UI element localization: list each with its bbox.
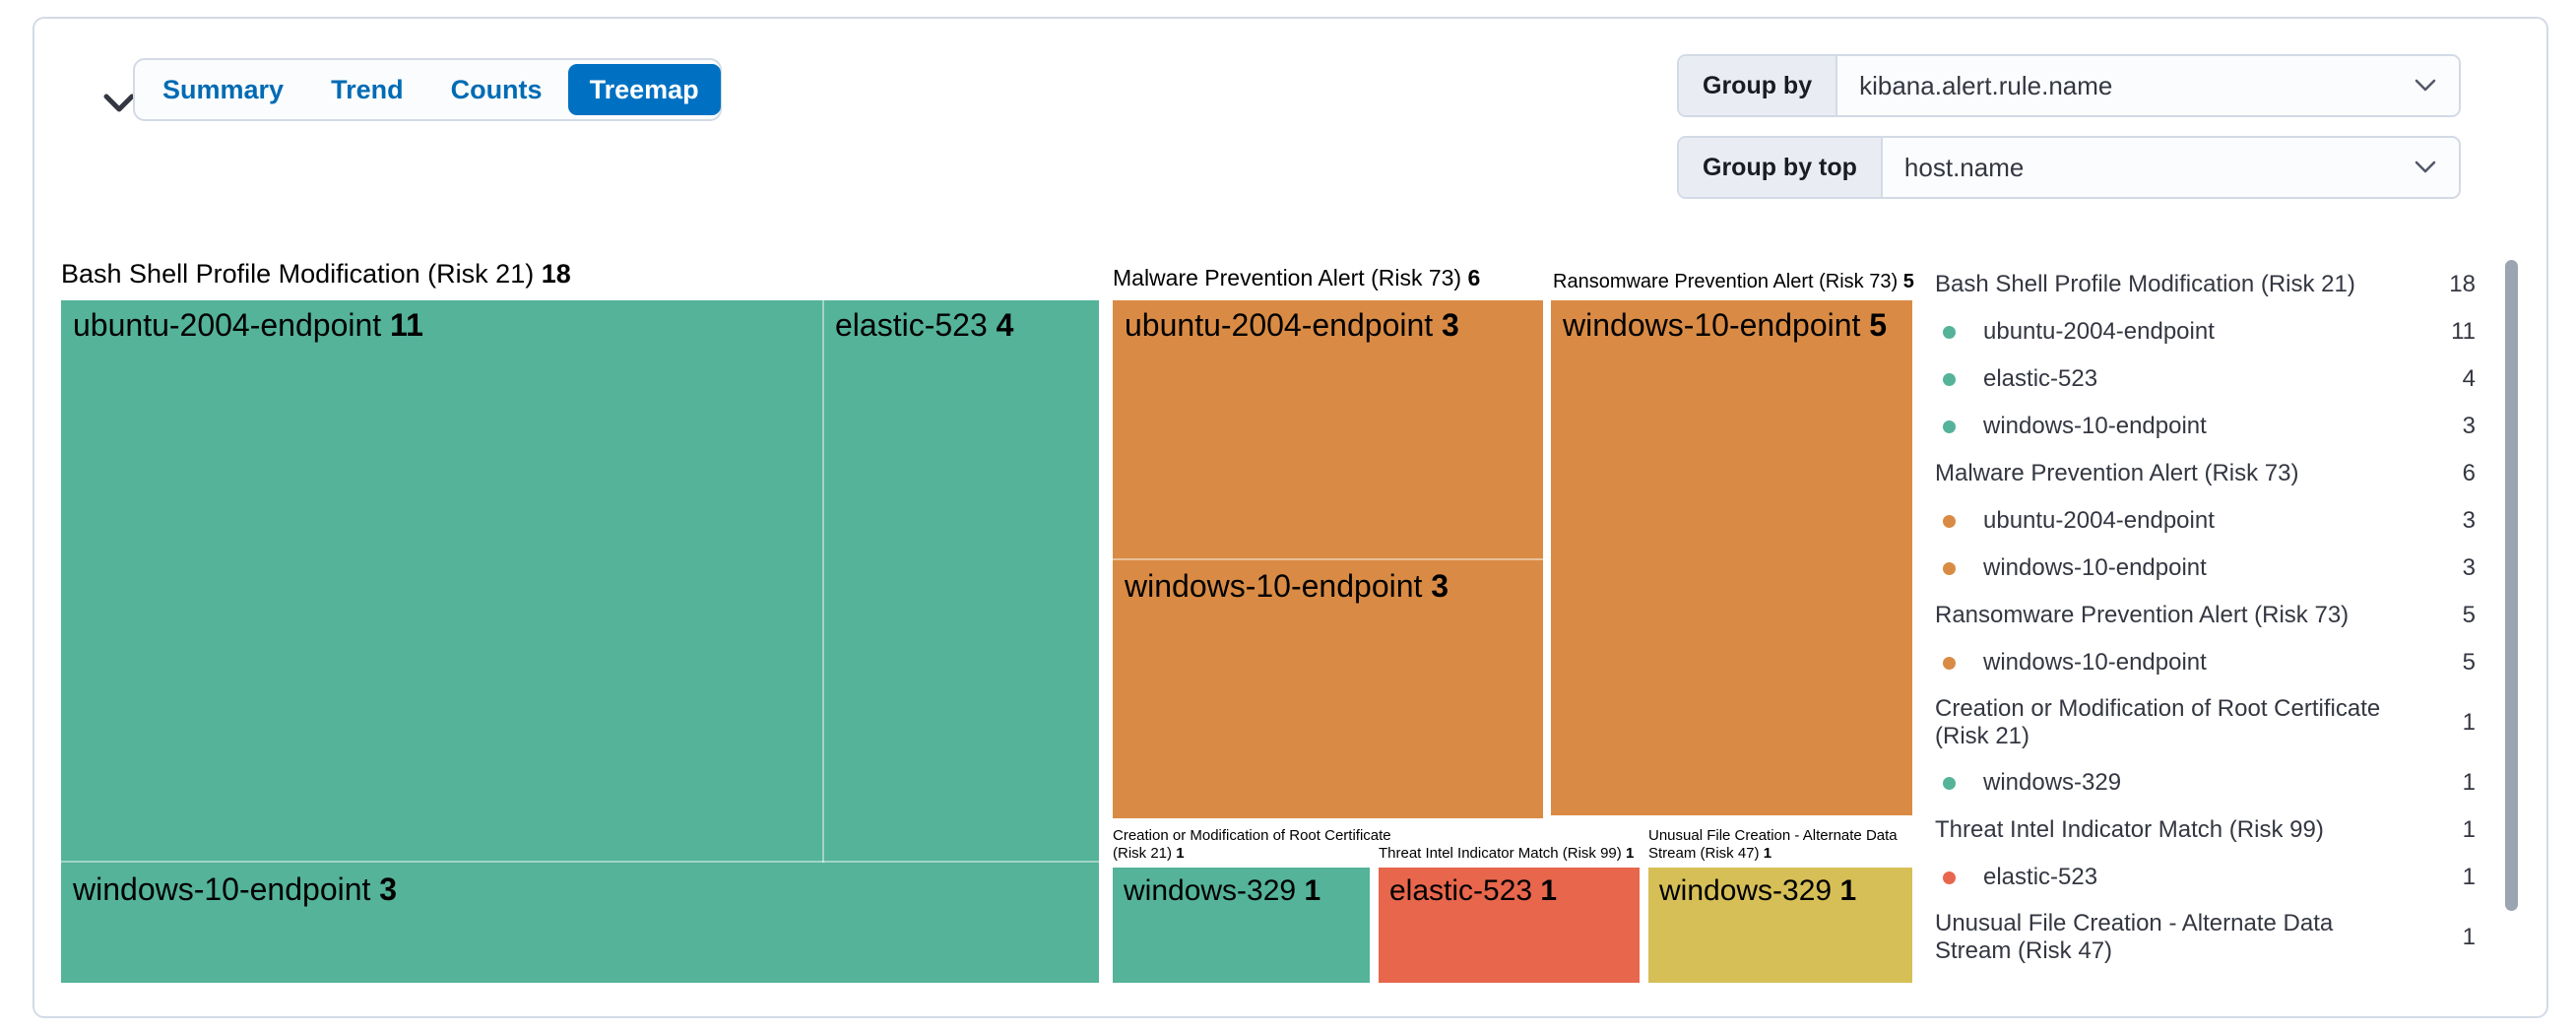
legend-item-row[interactable]: windows-329 1 <box>1935 759 2476 806</box>
legend-value: 11 <box>2451 318 2476 345</box>
group-by-top-value: host.name <box>1903 152 2025 182</box>
legend-value: 3 <box>2462 507 2476 534</box>
legend-label: windows-329 <box>1983 769 2122 796</box>
legend-item-row[interactable]: windows-10-endpoint 3 <box>1935 545 2476 592</box>
treemap-group-6[interactable] <box>1648 868 1912 983</box>
treemap-group-header: Ransomware Prevention Alert (Risk 73) 5 <box>1553 271 1914 292</box>
alerts-panel-card: Summary Trend Counts Treemap Group by ki… <box>32 17 2548 1018</box>
legend-label: elastic-523 <box>1983 365 2098 392</box>
legend-value: 1 <box>2462 924 2476 950</box>
legend-label: elastic-523 <box>1983 864 2098 890</box>
legend-color-dot <box>1943 325 1956 339</box>
legend-label: ubuntu-2004-endpoint <box>1983 318 2215 345</box>
group-by-caret <box>2414 56 2459 115</box>
legend-color-dot <box>1943 871 1956 884</box>
legend-value: 5 <box>2462 602 2476 628</box>
legend-group-row[interactable]: Bash Shell Profile Modification (Risk 21… <box>1935 261 2476 308</box>
treemap-group-header: Unusual File Creation - Alternate Data S… <box>1648 827 1898 862</box>
legend-group-row[interactable]: Malware Prevention Alert (Risk 73) 6 <box>1935 450 2476 497</box>
legend-item-row[interactable]: elastic-523 4 <box>1935 355 2476 403</box>
legend-label: Bash Shell Profile Modification (Risk 21… <box>1935 271 2355 297</box>
legend-value: 1 <box>2462 769 2476 796</box>
legend-color-dot <box>1943 561 1956 575</box>
legend-label: windows-10-endpoint <box>1983 554 2207 581</box>
chevron-down-icon <box>103 94 135 112</box>
chevron-down-icon <box>2415 79 2436 92</box>
group-by-select[interactable]: Group by kibana.alert.rule.name <box>1677 54 2461 117</box>
treemap-group-2[interactable] <box>1113 300 1543 818</box>
treemap-group-header: Creation or Modification of Root Certifi… <box>1113 827 1391 862</box>
treemap-group-header: Threat Intel Indicator Match (Risk 99) 1 <box>1379 845 1635 862</box>
legend-value: 6 <box>2462 460 2476 486</box>
legend-color-dot <box>1943 656 1956 670</box>
legend-item-row[interactable]: elastic-523 1 <box>1935 854 2476 901</box>
legend-group-row[interactable]: Unusual File Creation - Alternate Data S… <box>1935 901 2476 974</box>
treemap-group-3[interactable] <box>1551 300 1912 815</box>
legend-label: windows-10-endpoint <box>1983 413 2207 439</box>
chevron-down-icon <box>2415 161 2436 173</box>
legend-group-row[interactable]: Ransomware Prevention Alert (Risk 73) 5 <box>1935 592 2476 639</box>
treemap-group-header: Bash Shell Profile Modification (Risk 21… <box>61 259 571 289</box>
legend-item-row[interactable]: ubuntu-2004-endpoint 3 <box>1935 497 2476 545</box>
legend-value: 1 <box>2462 864 2476 890</box>
legend-label: Ransomware Prevention Alert (Risk 73) <box>1935 602 2350 628</box>
treemap-group-5[interactable] <box>1379 868 1640 983</box>
legend-item-row[interactable]: windows-10-endpoint 5 <box>1935 639 2476 686</box>
legend-color-dot <box>1943 776 1956 790</box>
group-by-label: Group by <box>1679 56 1838 115</box>
group-by-top-caret <box>2414 138 2459 197</box>
group-by-top-select[interactable]: Group by top host.name <box>1677 136 2461 199</box>
treemap-group-header: Malware Prevention Alert (Risk 73) 6 <box>1113 265 1481 290</box>
tab-trend[interactable]: Trend <box>309 64 425 115</box>
group-by-value: kibana.alert.rule.name <box>1859 70 2113 100</box>
legend-group-row[interactable]: Creation or Modification of Root Certifi… <box>1935 686 2476 759</box>
legend-value: 1 <box>2462 709 2476 736</box>
legend-label: Malware Prevention Alert (Risk 73) <box>1935 460 2299 486</box>
legend-value: 4 <box>2462 365 2476 392</box>
collapse-panel-button[interactable] <box>92 76 147 131</box>
legend-value: 18 <box>2449 271 2476 297</box>
legend-value: 3 <box>2462 554 2476 581</box>
legend-group-row[interactable]: Threat Intel Indicator Match (Risk 99) 1 <box>1935 806 2476 854</box>
view-tab-group: Summary Trend Counts Treemap <box>133 58 722 121</box>
legend-label: Unusual File Creation - Alternate Data S… <box>1935 910 2334 964</box>
legend-value: 3 <box>2462 413 2476 439</box>
legend-label: windows-10-endpoint <box>1983 649 2207 676</box>
treemap-group-1[interactable] <box>61 300 1099 983</box>
legend-color-dot <box>1943 372 1956 386</box>
tab-summary[interactable]: Summary <box>141 64 305 115</box>
treemap-group-4[interactable] <box>1113 868 1370 983</box>
legend-color-dot <box>1943 419 1956 433</box>
tab-treemap[interactable]: Treemap <box>567 64 721 115</box>
legend-label: Threat Intel Indicator Match (Risk 99) <box>1935 816 2324 843</box>
legend-label: Creation or Modification of Root Certifi… <box>1935 695 2381 749</box>
legend-label: ubuntu-2004-endpoint <box>1983 507 2215 534</box>
legend-item-row[interactable]: windows-10-endpoint 3 <box>1935 403 2476 450</box>
group-by-top-label: Group by top <box>1679 138 1883 197</box>
legend-color-dot <box>1943 514 1956 528</box>
legend-value: 1 <box>2462 816 2476 843</box>
chart-legend: Bash Shell Profile Modification (Risk 21… <box>1935 261 2476 974</box>
legend-item-row[interactable]: ubuntu-2004-endpoint 11 <box>1935 308 2476 355</box>
legend-scrollbar-thumb[interactable] <box>2505 260 2518 911</box>
legend-value: 5 <box>2462 649 2476 676</box>
tab-counts[interactable]: Counts <box>429 64 564 115</box>
